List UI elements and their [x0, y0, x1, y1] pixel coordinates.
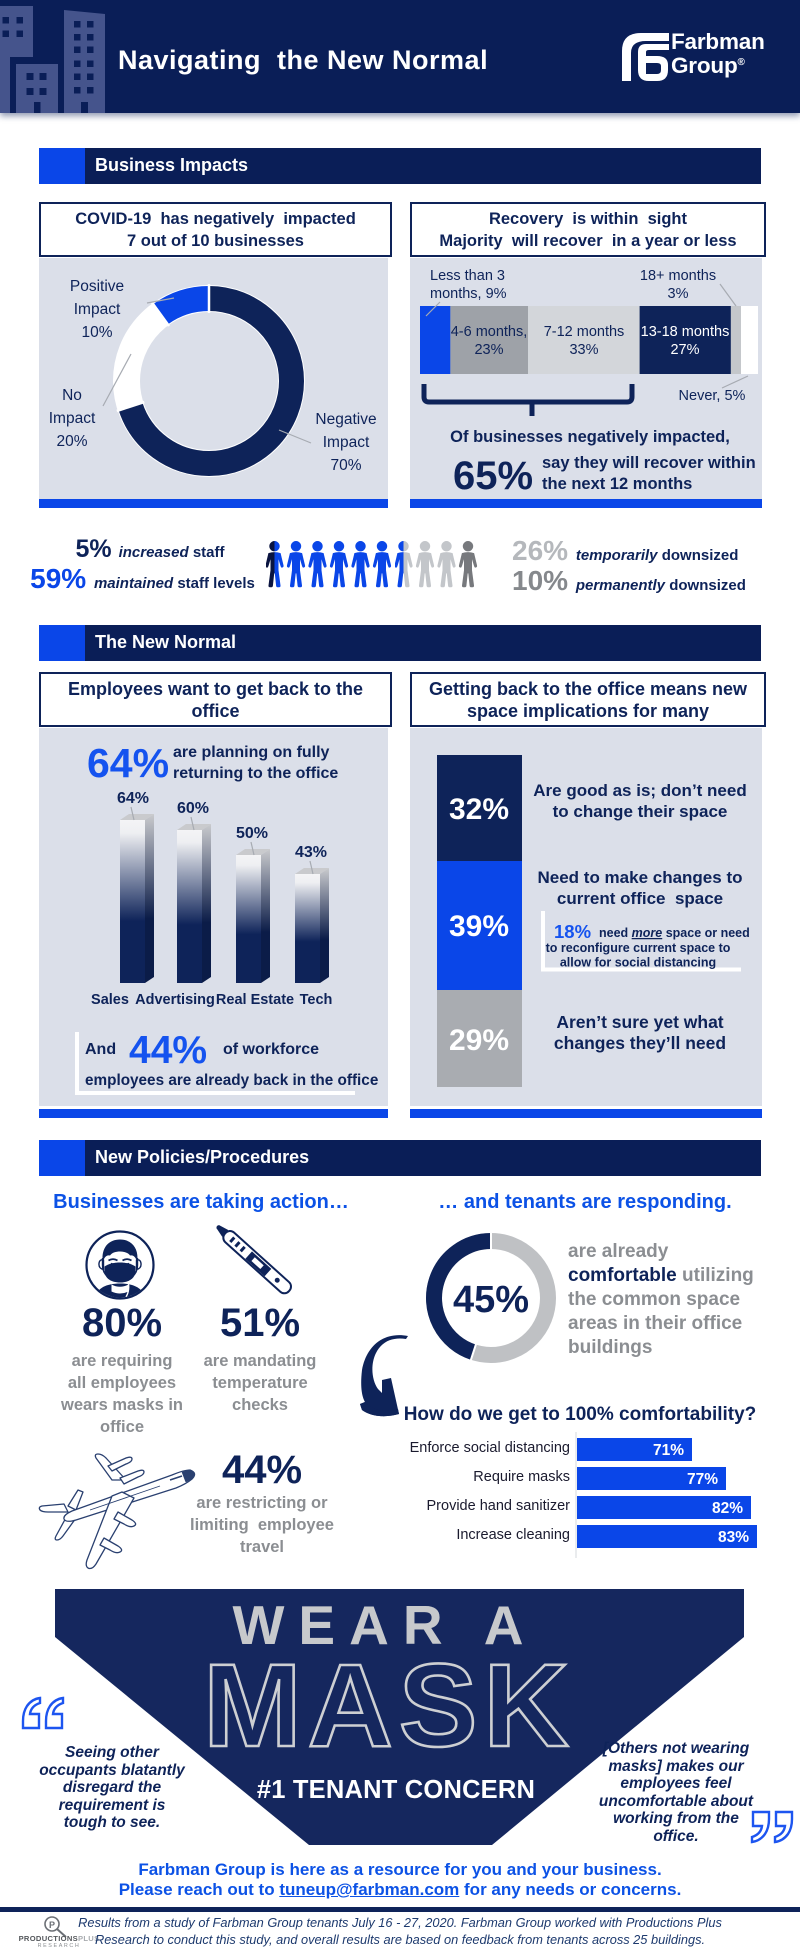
- svg-text:#1 TENANT CONCERN: #1 TENANT CONCERN: [257, 1776, 535, 1804]
- svg-text:44%: 44%: [129, 1029, 207, 1072]
- svg-text:32%: 32%: [449, 793, 509, 826]
- svg-text:Impact: Impact: [49, 410, 96, 427]
- svg-text:64%: 64%: [117, 790, 149, 807]
- svg-text:29%: 29%: [449, 1024, 509, 1057]
- svg-text:changes they’ll need: changes they’ll need: [554, 1033, 726, 1053]
- svg-text:33%: 33%: [569, 342, 598, 358]
- svg-text:70%: 70%: [330, 457, 361, 474]
- svg-text:Need to make changes to: Need to make changes to: [537, 868, 742, 887]
- svg-text:the next 12 months: the next 12 months: [542, 475, 692, 493]
- svg-text:Require masks: Require masks: [473, 1469, 570, 1485]
- svg-text:No: No: [62, 387, 82, 404]
- svg-text:Sales: Sales: [91, 992, 129, 1008]
- svg-text:Impact: Impact: [323, 434, 370, 451]
- svg-text:MASK: MASK: [203, 1640, 574, 1772]
- svg-text:say they will recover within: say they will recover within: [542, 454, 756, 472]
- svg-text:20%: 20%: [56, 433, 87, 450]
- svg-text:18%: 18%: [554, 921, 591, 942]
- svg-text:Less than 3: Less than 3: [430, 268, 505, 284]
- svg-text:Impact: Impact: [74, 301, 121, 318]
- svg-text:Negative: Negative: [315, 411, 376, 428]
- svg-text:43%: 43%: [295, 844, 327, 861]
- svg-text:83%: 83%: [718, 1529, 749, 1546]
- svg-text:Of businesses negatively impac: Of businesses negatively impacted,: [450, 428, 730, 446]
- svg-text:13-18 months: 13-18 months: [641, 324, 730, 340]
- svg-text:65%: 65%: [453, 454, 533, 498]
- svg-text:Advertising: Advertising: [135, 992, 215, 1008]
- svg-text:64%: 64%: [87, 740, 169, 786]
- svg-text:23%: 23%: [474, 342, 503, 358]
- svg-text:71%: 71%: [653, 1442, 684, 1459]
- svg-text:45%: 45%: [453, 1279, 529, 1321]
- svg-text:4-6 months,: 4-6 months,: [451, 324, 528, 340]
- svg-text:WEAR A: WEAR A: [233, 1594, 538, 1656]
- svg-text:to change their space: to change their space: [553, 802, 728, 821]
- svg-text:Enforce social distancing: Enforce social distancing: [410, 1440, 570, 1456]
- svg-text:Aren’t sure yet what: Aren’t sure yet what: [556, 1012, 723, 1032]
- svg-text:Real Estate: Real Estate: [216, 992, 294, 1008]
- svg-text:months, 9%: months, 9%: [430, 286, 507, 302]
- svg-text:to reconfigure current space t: to reconfigure current space to: [546, 941, 731, 955]
- svg-text:P: P: [49, 1920, 55, 1930]
- svg-text:7-12 months: 7-12 months: [544, 324, 625, 340]
- svg-text:Increase cleaning: Increase cleaning: [456, 1527, 570, 1543]
- svg-text:And: And: [85, 1041, 116, 1058]
- svg-text:allow for social distancing: allow for social distancing: [560, 956, 716, 970]
- svg-text:current office space: current office space: [557, 889, 723, 908]
- svg-text:82%: 82%: [712, 1500, 743, 1517]
- svg-text:RESEARCH: RESEARCH: [38, 1943, 81, 1948]
- svg-text:are planning on fully: are planning on fully: [173, 744, 330, 761]
- svg-text:Tech: Tech: [300, 992, 333, 1008]
- svg-text:39%: 39%: [449, 910, 509, 943]
- svg-text:Are good as is; don’t need: Are good as is; don’t need: [533, 781, 746, 800]
- svg-text:Provide hand sanitizer: Provide hand sanitizer: [427, 1498, 571, 1514]
- svg-text:3%: 3%: [668, 286, 689, 302]
- svg-text:77%: 77%: [687, 1471, 718, 1488]
- svg-text:60%: 60%: [177, 800, 209, 817]
- svg-text:Never, 5%: Never, 5%: [679, 388, 746, 404]
- svg-text:27%: 27%: [670, 342, 699, 358]
- svg-text:returning to the office: returning to the office: [173, 765, 338, 782]
- svg-text:employees are already back in: employees are already back in the office: [85, 1072, 378, 1089]
- svg-text:of workforce: of workforce: [223, 1041, 319, 1058]
- svg-text:18+ months: 18+ months: [640, 268, 716, 284]
- svg-text:50%: 50%: [236, 825, 268, 842]
- svg-text:PRODUCTIONSPLUS: PRODUCTIONSPLUS: [19, 1934, 100, 1943]
- svg-text:need more space or need: need more space or need: [599, 926, 750, 940]
- svg-text:Positive: Positive: [70, 278, 124, 295]
- svg-text:10%: 10%: [81, 324, 112, 341]
